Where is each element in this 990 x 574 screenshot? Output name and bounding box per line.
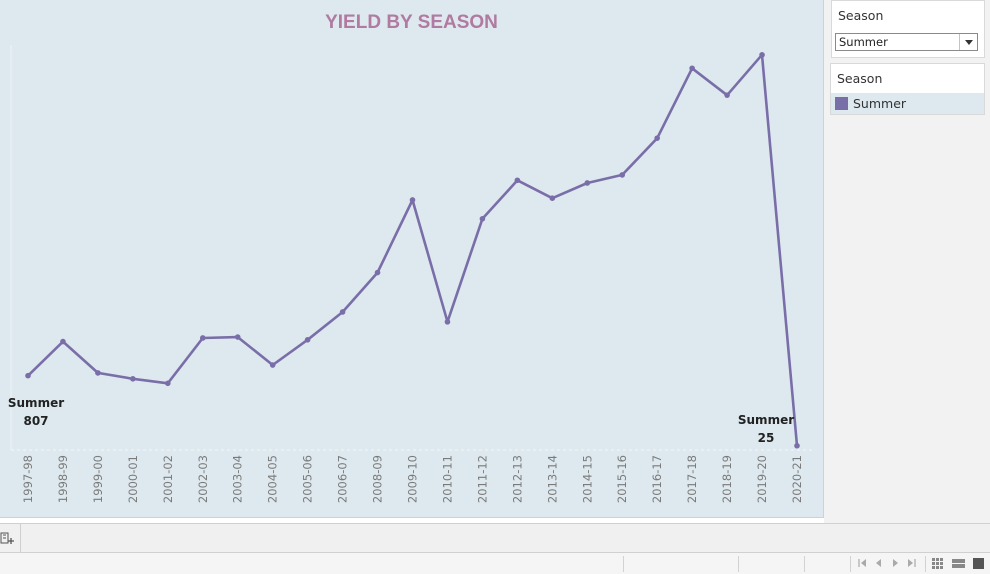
x-tick-label: 2006-07 — [336, 455, 350, 503]
season-legend-card: Season Summer — [830, 63, 985, 115]
annotation-series-label: Summer — [738, 413, 794, 427]
status-bar — [0, 553, 990, 574]
data-point — [794, 442, 800, 449]
x-tick-label: 2020-21 — [790, 455, 804, 503]
data-point — [619, 172, 626, 178]
data-point — [654, 135, 660, 141]
x-tick-label: 2003-04 — [231, 455, 245, 503]
data-point — [409, 197, 416, 203]
x-tick-label: 2015-16 — [615, 455, 629, 503]
prev-page-icon[interactable] — [874, 558, 884, 568]
legend-label: Summer — [853, 96, 907, 111]
data-point — [234, 334, 241, 340]
x-tick-label: 1997-98 — [21, 455, 35, 503]
x-tick-label: 2012-13 — [510, 455, 524, 503]
data-point — [60, 338, 66, 345]
x-tick-label: 2013-14 — [545, 455, 559, 503]
data-point — [444, 319, 451, 325]
status-separator — [804, 556, 805, 572]
grid-view-icon[interactable] — [932, 558, 943, 569]
x-tick-label: 2016-17 — [650, 455, 664, 503]
last-page-icon[interactable] — [906, 558, 916, 568]
data-point — [689, 65, 695, 72]
data-point — [130, 376, 136, 382]
season-filter-dropdown[interactable]: Summer — [835, 33, 978, 51]
dropdown-button[interactable] — [959, 34, 977, 50]
side-panel: Season Summer Season Summer — [824, 0, 990, 523]
sheet-tab-bar — [0, 523, 990, 553]
x-tick-label: 2004-05 — [266, 455, 280, 503]
data-point — [339, 309, 346, 315]
data-point — [25, 372, 31, 379]
annotation-value-label: 25 — [758, 431, 775, 445]
x-tick-label: 2014-15 — [580, 455, 594, 503]
x-tick-label: 2018-19 — [720, 455, 734, 503]
first-page-icon[interactable] — [858, 558, 868, 568]
filter-selected-value: Summer — [839, 35, 888, 49]
data-point — [549, 195, 556, 201]
new-sheet-icon[interactable] — [0, 530, 16, 546]
next-page-icon[interactable] — [890, 558, 900, 568]
x-tick-label: 2017-18 — [685, 455, 699, 503]
list-view-icon[interactable] — [952, 558, 965, 569]
single-view-icon[interactable] — [973, 558, 984, 569]
data-point — [479, 216, 486, 222]
data-point — [759, 52, 765, 58]
legend-title: Season — [837, 71, 883, 86]
data-point — [374, 269, 381, 276]
x-tick-label: 2019-20 — [755, 455, 769, 503]
annotation-value-label: 807 — [23, 414, 48, 428]
tab-divider — [20, 524, 21, 553]
x-tick-label: 2001-02 — [161, 455, 175, 503]
data-point — [95, 370, 101, 376]
status-separator — [850, 556, 851, 572]
data-point — [514, 177, 521, 184]
chevron-down-icon — [964, 39, 973, 45]
x-tick-label: 2009-10 — [406, 455, 420, 503]
data-point — [269, 362, 276, 368]
x-tick-label: 2008-09 — [371, 455, 385, 503]
x-tick-label: 2000-01 — [126, 455, 140, 503]
x-tick-label: 2010-11 — [440, 455, 454, 503]
x-tick-label: 2011-12 — [475, 455, 489, 503]
status-separator — [623, 556, 624, 572]
x-tick-label: 2002-03 — [196, 455, 210, 503]
data-point — [165, 380, 171, 387]
season-filter-card: Season Summer — [831, 0, 985, 58]
annotation-series-label: Summer — [8, 396, 64, 410]
legend-swatch — [835, 97, 848, 110]
x-tick-label: 1999-00 — [91, 455, 105, 503]
x-tick-label: 1998-99 — [56, 455, 70, 503]
data-point — [724, 92, 730, 98]
status-separator — [738, 556, 739, 572]
line-chart: 1997-98 1998-99 1999-00 2000-01 2001-02 2002-… — [8, 45, 815, 503]
series-line-summer — [27, 53, 799, 446]
filter-label: Season — [838, 8, 884, 23]
data-point — [584, 180, 591, 186]
chart-pane: 1997-98 1998-99 1999-00 2000-01 2001-02 2002-… — [0, 0, 824, 518]
x-tick-label: 2005-06 — [301, 455, 315, 503]
status-separator — [925, 556, 926, 572]
chart-title: YIELD BY SEASON — [325, 12, 498, 33]
legend-item-summer[interactable]: Summer — [831, 93, 984, 114]
data-point — [304, 336, 311, 343]
data-point — [199, 335, 206, 341]
